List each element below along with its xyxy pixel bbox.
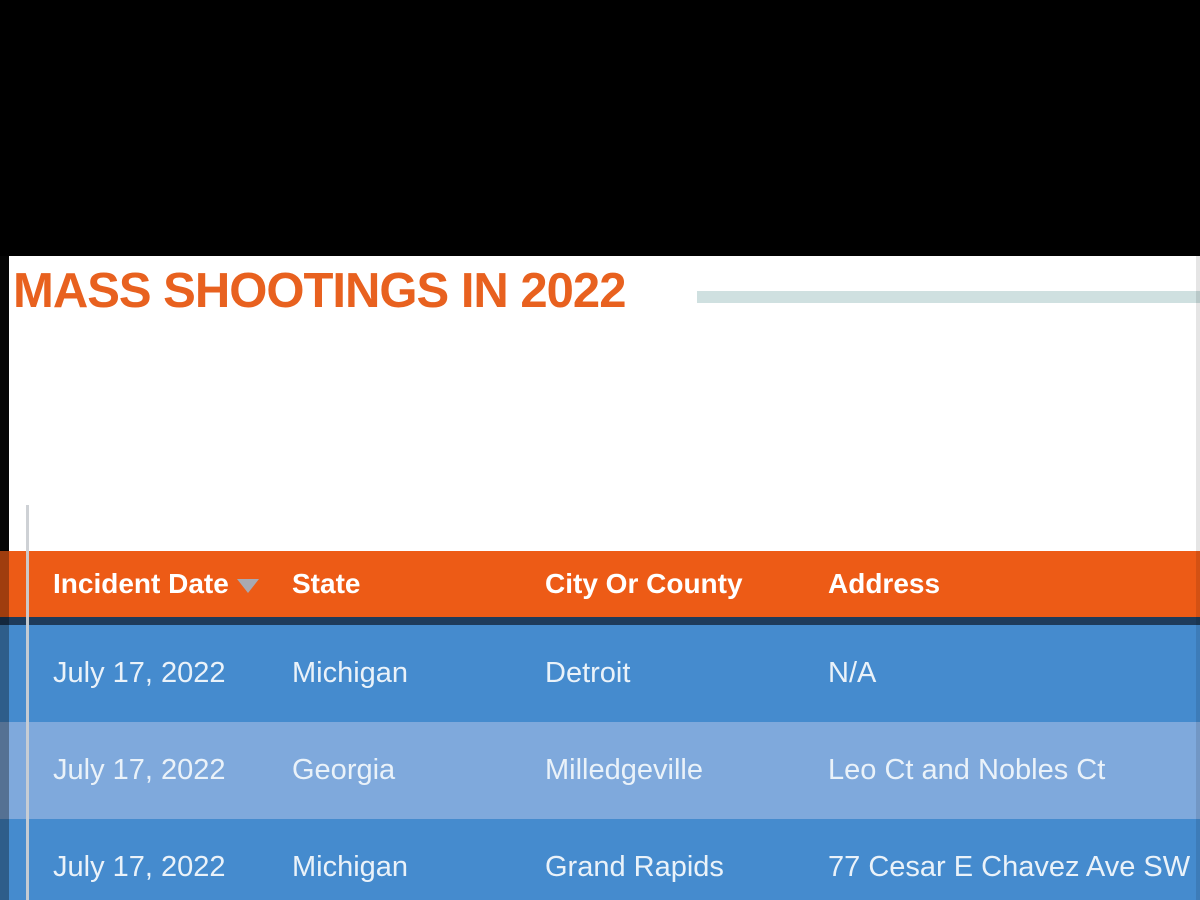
column-header-state[interactable]: State bbox=[292, 568, 545, 600]
cell-incident-date: July 17, 2022 bbox=[53, 851, 226, 883]
cell-city-or-county: Detroit bbox=[545, 657, 631, 689]
cell-state: Michigan bbox=[292, 657, 409, 689]
column-header-label: State bbox=[292, 568, 361, 599]
vertical-gridline bbox=[26, 505, 29, 900]
column-header-incident-date[interactable]: Incident Date bbox=[53, 568, 292, 600]
table-row: July 17, 2022 Michigan Grand Rapids 77 C… bbox=[0, 819, 1200, 900]
cell-state: Georgia bbox=[292, 754, 396, 786]
cell-incident-date: July 17, 2022 bbox=[53, 754, 226, 786]
cell-address: N/A bbox=[828, 657, 877, 689]
cell-city-or-county: Milledgeville bbox=[545, 754, 703, 786]
table-row: July 17, 2022 Michigan Detroit N/A bbox=[0, 625, 1200, 722]
cell-state: Michigan bbox=[292, 851, 409, 883]
column-header-address[interactable]: Address bbox=[828, 568, 1200, 600]
cell-city-or-county: Grand Rapids bbox=[545, 851, 724, 883]
table-row: July 17, 2022 Georgia Milledgeville Leo … bbox=[0, 722, 1200, 819]
column-header-label: Address bbox=[828, 568, 941, 599]
letterbox-top bbox=[0, 0, 1200, 256]
sort-desc-icon bbox=[236, 579, 259, 593]
incidents-table: Incident Date State City Or County Addre… bbox=[0, 551, 1200, 900]
page-title: MASS SHOOTINGS IN 2022 bbox=[13, 264, 626, 318]
table-header-row: Incident Date State City Or County Addre… bbox=[0, 551, 1200, 617]
left-slide-edge bbox=[0, 256, 9, 551]
right-slide-edge-shade bbox=[1196, 256, 1200, 900]
left-slide-edge-shade bbox=[0, 551, 9, 900]
column-header-city-or-county[interactable]: City Or County bbox=[545, 568, 828, 600]
header-divider bbox=[0, 617, 1200, 625]
column-header-label: Incident Date bbox=[53, 568, 229, 599]
column-header-label: City Or County bbox=[545, 568, 743, 599]
cell-address: 77 Cesar E Chavez Ave SW bbox=[828, 851, 1191, 883]
cell-incident-date: July 17, 2022 bbox=[53, 657, 226, 689]
accent-line bbox=[697, 291, 1200, 303]
cell-address: Leo Ct and Nobles Ct bbox=[828, 754, 1106, 786]
